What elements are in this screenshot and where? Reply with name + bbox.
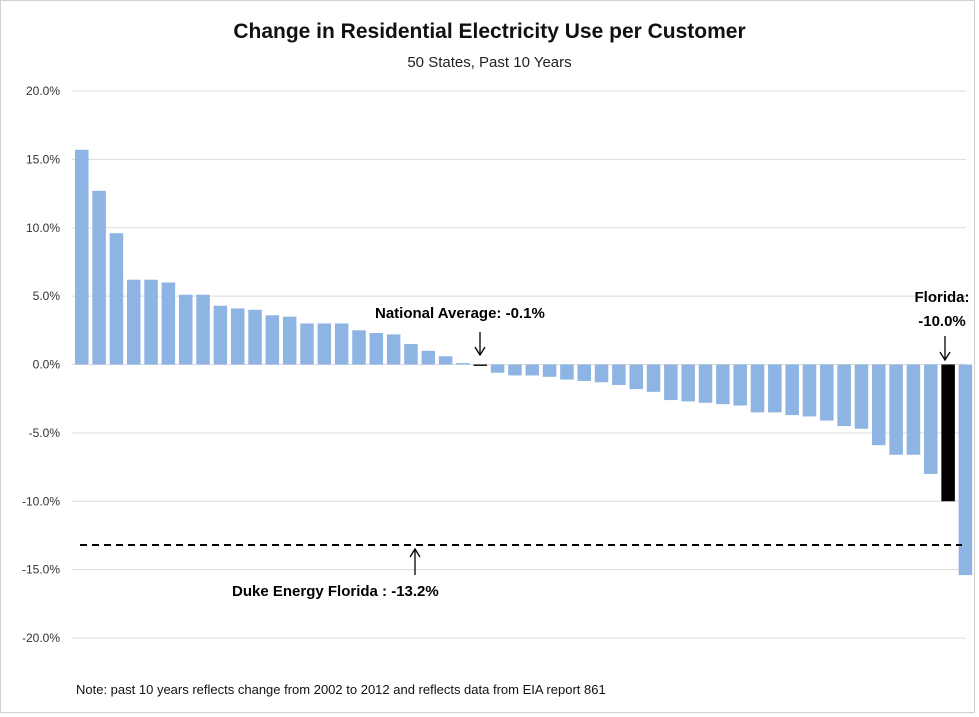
bar <box>768 364 782 413</box>
bar <box>317 323 332 365</box>
florida-arrow <box>939 336 951 362</box>
bar <box>906 364 921 455</box>
y-tick-label: -20.0% <box>22 631 60 645</box>
bar <box>490 364 505 373</box>
bar <box>438 356 453 365</box>
bar <box>924 364 938 474</box>
bar <box>386 334 401 365</box>
bar-highlight <box>473 364 488 366</box>
y-tick-label: 0.0% <box>33 358 61 372</box>
bar <box>698 364 713 403</box>
gridlines <box>72 90 966 639</box>
bar <box>889 364 903 455</box>
bar <box>178 294 193 365</box>
bar <box>248 309 262 365</box>
bar <box>733 364 747 406</box>
y-tick-label: -15.0% <box>22 563 60 577</box>
chart-title: Change in Residential Electricity Use pe… <box>233 20 746 43</box>
bar <box>594 364 609 383</box>
chart-subtitle: 50 States, Past 10 Years <box>407 54 572 71</box>
bar-highlight <box>941 364 955 502</box>
bar <box>820 364 834 421</box>
bar <box>92 190 106 365</box>
bar <box>750 364 765 413</box>
bar <box>144 279 158 365</box>
duke-energy-label: Duke Energy Florida : -13.2% <box>232 583 439 600</box>
bar <box>352 330 366 365</box>
bar <box>161 282 176 365</box>
bar <box>282 316 297 365</box>
bar <box>404 343 418 365</box>
bar <box>785 364 799 416</box>
bars <box>75 149 973 576</box>
national-average-arrow <box>474 332 486 357</box>
bar <box>109 233 124 365</box>
y-tick-label: 15.0% <box>26 152 60 166</box>
duke-energy-arrow <box>409 547 421 575</box>
bar <box>126 279 141 365</box>
bar <box>612 364 626 386</box>
bar <box>334 323 349 365</box>
bar <box>646 364 661 392</box>
bar <box>872 364 886 446</box>
bar <box>196 294 210 365</box>
bar <box>716 364 730 405</box>
bar <box>837 364 851 427</box>
y-axis-ticks: 20.0% 15.0% 10.0% 5.0% 0.0% -5.0% -10.0% -15.0%… <box>22 84 60 645</box>
bar <box>560 364 574 380</box>
national-average-label: National Average: -0.1% <box>375 305 545 322</box>
bar <box>508 364 522 376</box>
bar <box>456 363 470 365</box>
bar <box>854 364 869 429</box>
bar <box>525 364 540 376</box>
y-tick-label: 10.0% <box>26 221 60 235</box>
y-tick-label: -5.0% <box>29 426 61 440</box>
bar <box>213 305 228 365</box>
bar <box>802 364 817 417</box>
bar <box>300 323 314 365</box>
florida-label-line2: -10.0% <box>918 313 966 330</box>
y-tick-label: -10.0% <box>22 494 60 508</box>
bar <box>542 364 557 377</box>
bar <box>958 364 973 576</box>
bar <box>75 149 89 365</box>
bar <box>681 364 695 402</box>
annotations: National Average: -0.1% Florida: -10.0% … <box>232 289 970 600</box>
bar <box>577 364 591 381</box>
y-tick-label: 20.0% <box>26 84 60 98</box>
bar <box>230 308 245 365</box>
bar <box>421 350 436 365</box>
bar <box>664 364 678 401</box>
bar <box>265 315 280 365</box>
chart-note: Note: past 10 years reflects change from… <box>76 682 606 697</box>
bar <box>369 333 384 365</box>
bar <box>629 364 643 390</box>
florida-label-line1: Florida: <box>915 289 970 306</box>
y-tick-label: 5.0% <box>33 289 61 303</box>
